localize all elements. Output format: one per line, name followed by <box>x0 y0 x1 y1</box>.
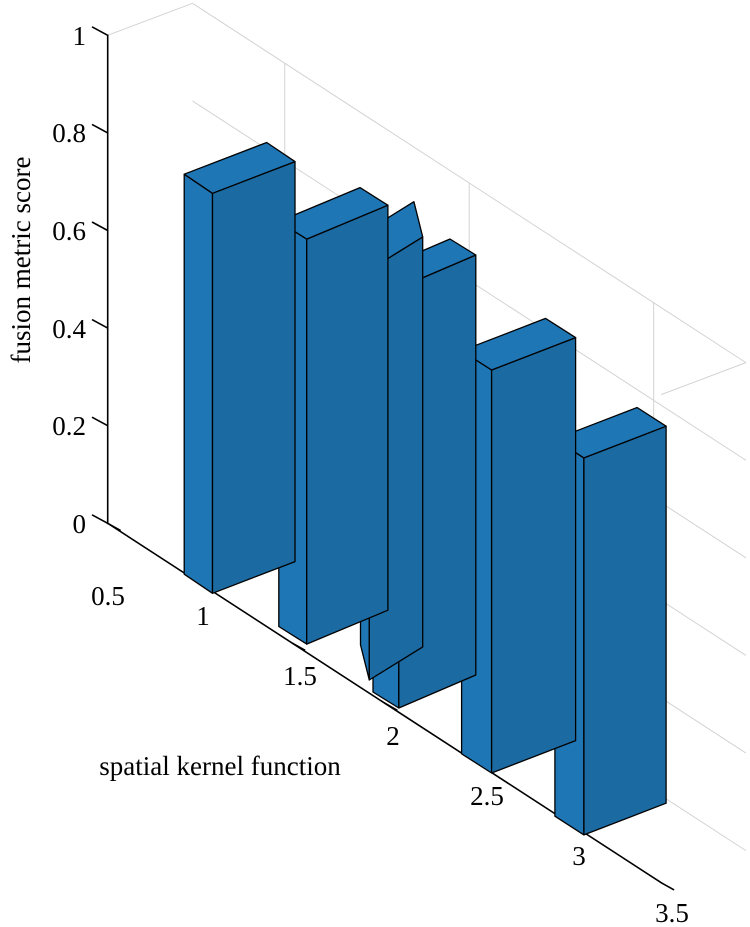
svg-text:0.8: 0.8 <box>52 118 86 148</box>
svg-text:2: 2 <box>386 721 400 751</box>
svg-text:1: 1 <box>196 601 210 631</box>
svg-text:fusion metric score: fusion metric score <box>6 157 36 364</box>
svg-text:2.5: 2.5 <box>470 781 504 811</box>
svg-text:0.4: 0.4 <box>52 314 86 344</box>
svg-text:0.5: 0.5 <box>91 581 125 611</box>
svg-text:1.5: 1.5 <box>283 661 317 691</box>
svg-text:1: 1 <box>73 21 87 51</box>
svg-text:spatial kernel function: spatial kernel function <box>99 751 341 781</box>
svg-text:3: 3 <box>572 841 586 871</box>
svg-text:0: 0 <box>73 509 87 539</box>
svg-text:3.5: 3.5 <box>655 898 689 927</box>
svg-text:0.2: 0.2 <box>52 411 86 441</box>
svg-text:0.6: 0.6 <box>52 216 86 246</box>
